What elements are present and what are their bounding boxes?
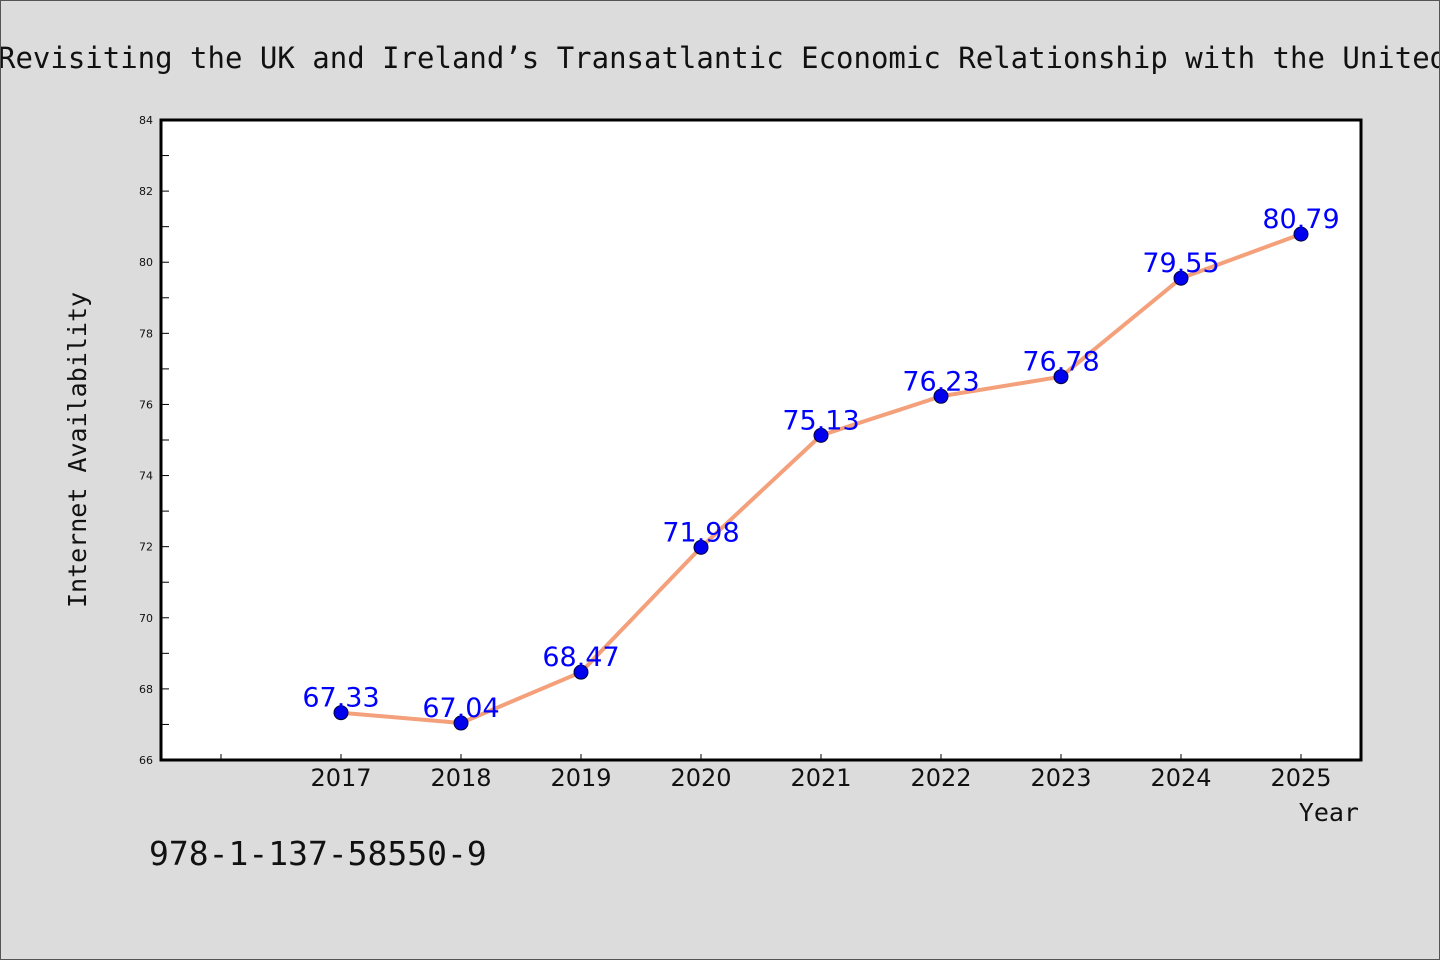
y-tick-label: 80	[139, 256, 153, 269]
x-tick-label: 2017	[310, 764, 371, 792]
y-tick-label: 66	[139, 754, 153, 767]
data-label: 68.47	[542, 642, 619, 673]
data-label: 67.04	[422, 693, 499, 724]
x-tick-label: 2019	[550, 764, 611, 792]
data-point	[813, 427, 829, 443]
x-tick-label: 2022	[910, 764, 971, 792]
data-point	[1173, 270, 1189, 286]
plot-area	[161, 120, 1361, 760]
y-tick-label: 78	[139, 327, 153, 340]
data-point	[1293, 226, 1309, 242]
data-point	[453, 715, 469, 731]
data-label: 75.13	[782, 405, 859, 436]
y-tick-label: 76	[139, 398, 153, 411]
data-label: 71.98	[662, 517, 739, 548]
plot-frame	[159, 118, 1363, 762]
y-axis-label: Internet Availability	[63, 292, 92, 608]
series-layer: 67.33 67.04 68.47 71.98 75.13 76.23 76.78 79.55…	[302, 204, 1340, 731]
y-tick-label: 72	[139, 541, 153, 554]
isbn-text: 978-1-137-58550-9	[149, 834, 487, 873]
data-point	[933, 388, 949, 404]
data-point	[1053, 369, 1069, 385]
x-axis-ticks: 2017 2018 2019 2020 2021 2022 2023 2024 2025	[220, 754, 1332, 792]
data-label: 79.55	[1142, 248, 1219, 279]
y-axis-ticks: 66 68 70 72 74 76 78 80 82 84	[139, 114, 169, 767]
y-tick-label: 82	[139, 185, 153, 198]
data-point	[573, 664, 589, 680]
data-label: 76.78	[1022, 347, 1099, 378]
x-tick-label: 2025	[1270, 764, 1331, 792]
data-point	[333, 705, 349, 721]
y-tick-label: 68	[139, 683, 153, 696]
x-tick-label: 2024	[1150, 764, 1211, 792]
x-tick-label: 2023	[1030, 764, 1091, 792]
data-point	[693, 539, 709, 555]
y-tick-label: 70	[139, 612, 153, 625]
y-tick-label: 74	[139, 470, 153, 483]
data-label: 80.79	[1262, 204, 1339, 235]
x-tick-label: 2020	[670, 764, 731, 792]
chart-title: Revisiting the UK and Ireland’s Transatl…	[1, 41, 1439, 75]
x-tick-label: 2021	[790, 764, 851, 792]
y-tick-label: 84	[139, 114, 153, 127]
data-label: 76.23	[902, 366, 979, 397]
x-tick-label: 2018	[430, 764, 491, 792]
data-label: 67.33	[302, 683, 379, 714]
x-axis-label: Year	[1299, 798, 1359, 827]
